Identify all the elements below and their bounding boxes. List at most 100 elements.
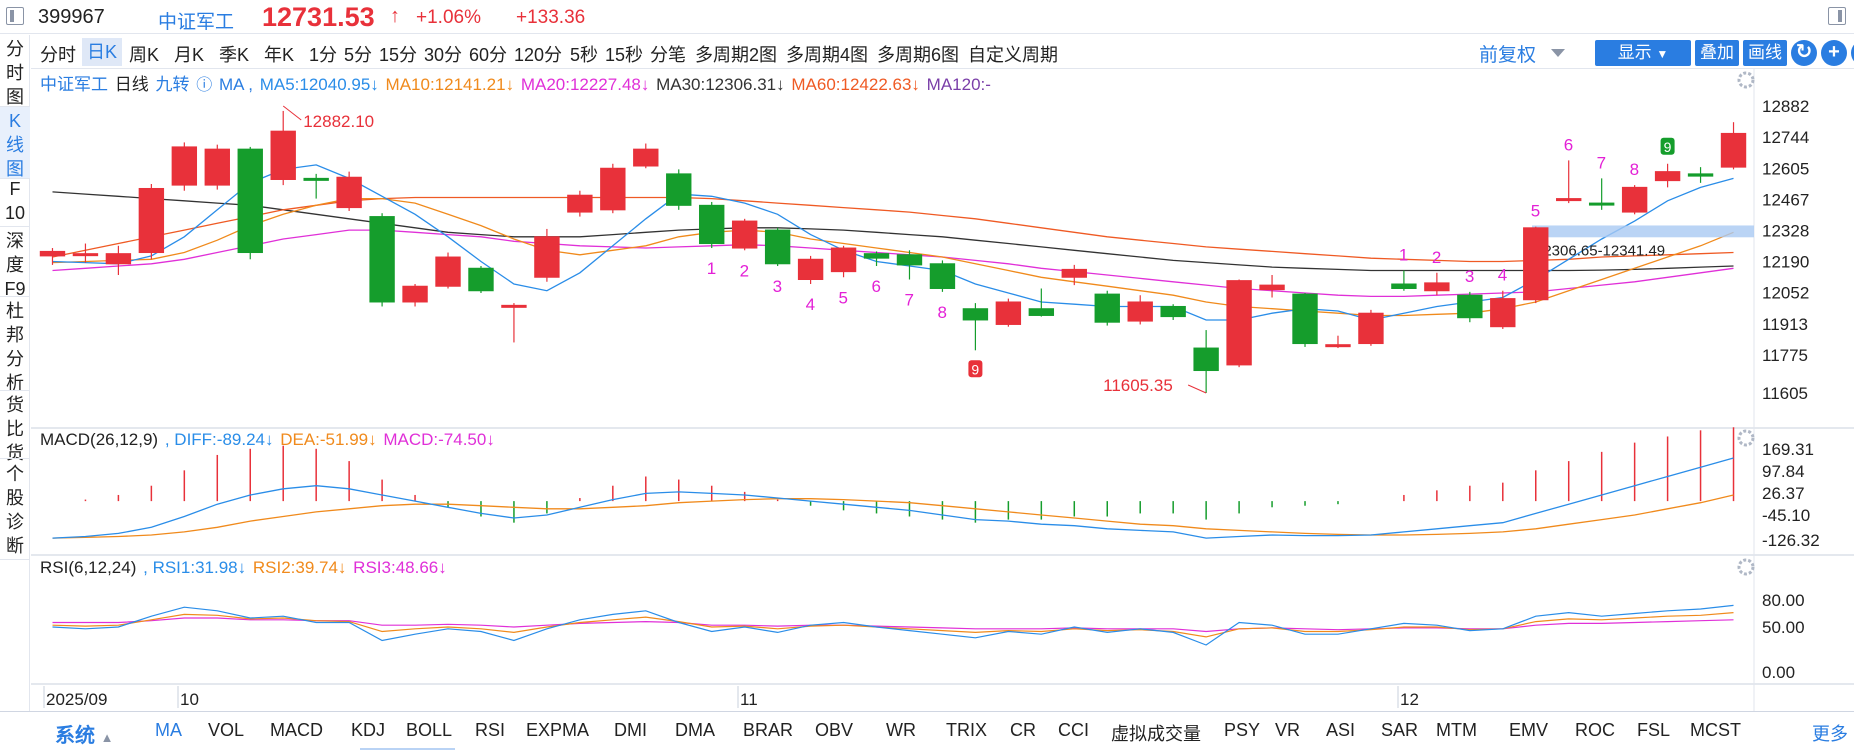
display-button[interactable]: 显示 ▼: [1595, 40, 1691, 66]
candle-body: [1061, 268, 1087, 278]
period-tab[interactable]: 5秒: [570, 45, 599, 65]
indicator-tab[interactable]: FSL: [1637, 720, 1671, 740]
macd-axis-label: -126.32: [1762, 531, 1820, 550]
left-nav-item[interactable]: F 10: [4, 179, 26, 223]
candle-body: [1391, 283, 1417, 289]
price-axis-label: 12190: [1762, 253, 1809, 272]
draw-line-button[interactable]: 画线: [1743, 40, 1787, 66]
left-nav-item[interactable]: 深度 F9: [4, 231, 26, 299]
indicator-tab[interactable]: ASI: [1326, 720, 1356, 740]
period-tab[interactable]: 多周期2图: [695, 45, 778, 65]
candle-body: [72, 253, 99, 257]
period-tab[interactable]: 季K: [219, 45, 250, 65]
period-tab[interactable]: 年K: [264, 45, 295, 65]
indicator-tab[interactable]: DMA: [675, 720, 715, 740]
legend-nine-turn[interactable]: 九转: [155, 75, 190, 94]
period-tab[interactable]: 周K: [129, 45, 160, 65]
period-tab[interactable]: 月K: [174, 45, 205, 65]
period-tab[interactable]: 分时: [40, 45, 76, 65]
candle-body: [204, 148, 230, 186]
indicator-tab[interactable]: CCI: [1058, 720, 1089, 740]
candle-body: [435, 256, 461, 287]
indicator-tab[interactable]: BRAR: [743, 720, 794, 740]
indicator-tab[interactable]: TRIX: [946, 720, 988, 740]
legend-ma120: MA120:-: [926, 75, 991, 94]
indicator-tab[interactable]: EXPMA: [526, 720, 590, 740]
period-tab[interactable]: 15秒: [605, 45, 644, 65]
td-count: 6: [1564, 135, 1573, 154]
macd-axis-label: -45.10: [1762, 506, 1810, 525]
indicator-tab[interactable]: VR: [1275, 720, 1301, 740]
adjust-mode-select[interactable]: 前复权: [1479, 45, 1537, 66]
period-tab[interactable]: 60分: [469, 45, 508, 65]
chevron-down-icon[interactable]: [1551, 49, 1565, 57]
indicator-tab[interactable]: WR: [886, 720, 916, 740]
indicator-tab[interactable]: BOLL: [406, 720, 453, 740]
period-tab[interactable]: 5分: [344, 45, 373, 65]
indicator-tab[interactable]: VOL: [208, 720, 245, 740]
left-nav-item[interactable]: 杜邦分析: [6, 301, 24, 393]
divider: [0, 106, 30, 107]
period-tab[interactable]: 日K: [82, 38, 123, 66]
indicator-tab[interactable]: EMV: [1509, 720, 1549, 740]
zoom-out-icon[interactable]: −: [1851, 40, 1854, 66]
candle-body: [534, 236, 560, 278]
period-tab[interactable]: 15分: [379, 45, 418, 65]
right-panel-toggle-icon[interactable]: [1828, 7, 1846, 25]
date-label: 12: [1400, 690, 1419, 709]
divider: [0, 226, 30, 227]
scroll-indicator[interactable]: [360, 748, 455, 750]
indicator-tab[interactable]: ROC: [1575, 720, 1615, 740]
indicator-tab[interactable]: MCST: [1690, 720, 1741, 740]
zoom-in-icon[interactable]: +: [1821, 40, 1847, 66]
settings-gear-icon: [1737, 558, 1755, 576]
current-price: 12731.53: [262, 2, 375, 32]
price-axis-label: 12882: [1762, 97, 1809, 116]
td-count: 5: [839, 288, 848, 307]
left-nav-item[interactable]: 分时图: [6, 39, 24, 107]
period-tab[interactable]: 多周期4图: [786, 45, 869, 65]
period-tab[interactable]: 1分: [309, 45, 338, 65]
ma10-line: [52, 197, 1734, 317]
divider: [0, 178, 30, 179]
candle-body: [1160, 305, 1186, 318]
indicator-tab[interactable]: MTM: [1436, 720, 1477, 740]
indicator-tab[interactable]: 虚拟成交量: [1111, 724, 1201, 744]
refresh-icon[interactable]: ↻: [1791, 40, 1817, 66]
indicator-tab[interactable]: MA: [155, 720, 182, 740]
indicator-tab[interactable]: KDJ: [351, 720, 386, 740]
indicator-tab[interactable]: MACD: [270, 720, 323, 740]
low-marker: [1187, 384, 1207, 394]
left-nav-item[interactable]: 货比货: [6, 395, 24, 463]
left-panel-toggle-icon[interactable]: [6, 7, 24, 25]
indicator-tab[interactable]: CR: [1010, 720, 1036, 740]
candle-body: [962, 308, 989, 321]
period-tab[interactable]: 自定义周期: [968, 45, 1058, 65]
more-tab[interactable]: 更多: [1812, 724, 1848, 744]
indicator-tab[interactable]: RSI: [475, 720, 506, 740]
indicator-tab[interactable]: PSY: [1224, 720, 1261, 740]
period-tab[interactable]: 多周期6图: [877, 45, 960, 65]
legend-stock-name: 中证军工: [40, 75, 108, 94]
left-nav-item[interactable]: 个股诊断: [6, 464, 24, 556]
legend-macd-value: MACD:-74.50↓: [383, 430, 495, 449]
candle-body: [1556, 198, 1582, 202]
overlay-button[interactable]: 叠加: [1695, 40, 1739, 66]
stock-name[interactable]: 中证军工: [158, 12, 235, 33]
candle-body: [1259, 284, 1285, 291]
period-tab[interactable]: 120分: [514, 45, 563, 65]
divider: [0, 559, 30, 560]
candle-body: [1523, 227, 1549, 301]
indicator-tab[interactable]: SAR: [1381, 720, 1419, 740]
indicator-tab[interactable]: DMI: [614, 720, 647, 740]
price-axis-label: 12052: [1762, 284, 1809, 303]
period-tab[interactable]: 30分: [424, 45, 463, 65]
indicator-tab[interactable]: OBV: [815, 720, 854, 740]
help-icon[interactable]: ⓘ: [196, 77, 213, 94]
period-tab[interactable]: 分笔: [650, 45, 686, 65]
rsi1-line: [52, 604, 1734, 646]
system-menu-button[interactable]: 系统 ▲: [55, 719, 113, 748]
